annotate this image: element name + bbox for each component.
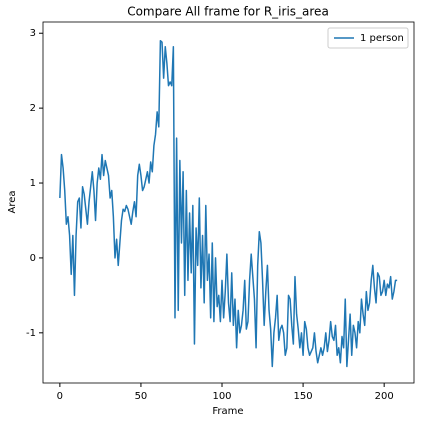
chart-title: Compare All frame for R_iris_area: [127, 5, 329, 19]
x-tick-label: 150: [294, 391, 313, 402]
y-tick-label: 0: [30, 253, 36, 264]
y-axis-label: Area: [7, 190, 18, 213]
x-tick-label: 0: [57, 391, 63, 402]
legend-label: 1 person: [360, 33, 404, 44]
x-tick-label: 100: [212, 391, 231, 402]
x-tick-label: 200: [375, 391, 394, 402]
y-tick-label: -1: [26, 328, 36, 339]
y-tick-label: 2: [30, 103, 36, 114]
x-axis-label: Frame: [212, 406, 243, 417]
x-tick-label: 50: [135, 391, 148, 402]
line-series: [59, 39, 398, 368]
legend-box: [327, 27, 409, 49]
y-tick-label: 3: [30, 28, 36, 39]
axes-frame: [42, 21, 415, 384]
y-tick-label: 1: [30, 178, 36, 189]
